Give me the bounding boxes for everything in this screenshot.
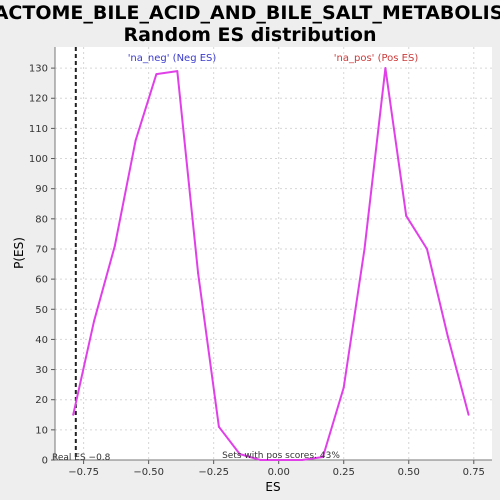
x-tick-label: −0.50 xyxy=(133,467,164,478)
axes-layer: 0 10 20 30 40 50 60 70 80 90 100 110 120 130 −0.75 −0.5… xyxy=(29,47,492,478)
neg-es-annotation: 'na_neg' (Neg ES) xyxy=(128,53,217,64)
y-tick-label: 100 xyxy=(29,154,48,165)
chart-title-line-1: REACTOME_BILE_ACID_AND_BILE_SALT_METABOL… xyxy=(0,2,500,24)
data-point xyxy=(72,413,75,416)
data-point xyxy=(384,67,387,70)
y-tick-label: 90 xyxy=(35,184,48,195)
data-point xyxy=(259,459,262,461)
data-point xyxy=(280,459,283,461)
x-tick-label: −0.25 xyxy=(198,467,229,478)
y-tick-label: 70 xyxy=(35,244,48,255)
plot-area xyxy=(55,47,492,460)
y-tick-label: 80 xyxy=(35,214,48,225)
data-point xyxy=(446,335,449,338)
y-tick-label: 0 xyxy=(42,456,48,467)
y-tick-label: 130 xyxy=(29,64,48,75)
data-point xyxy=(197,272,200,275)
y-tick-label: 120 xyxy=(29,94,48,105)
data-point xyxy=(93,320,96,323)
data-point xyxy=(134,139,137,142)
y-tick-label: 60 xyxy=(35,275,48,286)
data-point xyxy=(321,455,324,458)
grid-layer xyxy=(55,47,492,461)
pos-scores-note: Sets with pos scores: 43% xyxy=(222,451,340,461)
y-tick-label: 110 xyxy=(29,124,48,135)
x-tick-label: 0.00 xyxy=(268,467,290,478)
data-point xyxy=(238,452,241,455)
data-point xyxy=(467,413,470,416)
series-layer xyxy=(72,47,470,461)
y-tick-label: 20 xyxy=(35,395,48,406)
data-point xyxy=(176,70,179,73)
y-tick-label: 40 xyxy=(35,335,48,346)
data-point xyxy=(301,459,304,461)
y-tick-label: 50 xyxy=(35,305,48,316)
x-tick-label: 0.50 xyxy=(398,467,420,478)
y-tick-label: 30 xyxy=(35,365,48,376)
data-point xyxy=(155,73,158,76)
data-point xyxy=(113,244,116,247)
x-tick-label: −0.75 xyxy=(68,467,99,478)
data-point xyxy=(342,386,345,389)
y-tick-label: 10 xyxy=(35,425,48,436)
data-point xyxy=(363,247,366,250)
x-axis-label: ES xyxy=(265,480,280,494)
real-es-label: Real ES −0.8 xyxy=(52,453,111,463)
data-point xyxy=(217,425,220,428)
x-tick-label: 0.25 xyxy=(333,467,355,478)
x-tick-label: 0.75 xyxy=(463,467,485,478)
data-point xyxy=(405,214,408,217)
pos-es-annotation: 'na_pos' (Pos ES) xyxy=(334,53,419,64)
y-axis-label: P(ES) xyxy=(12,237,26,269)
es-distribution-line xyxy=(72,67,470,461)
data-point xyxy=(425,247,428,250)
chart-title-line-2: Random ES distribution xyxy=(123,24,376,46)
